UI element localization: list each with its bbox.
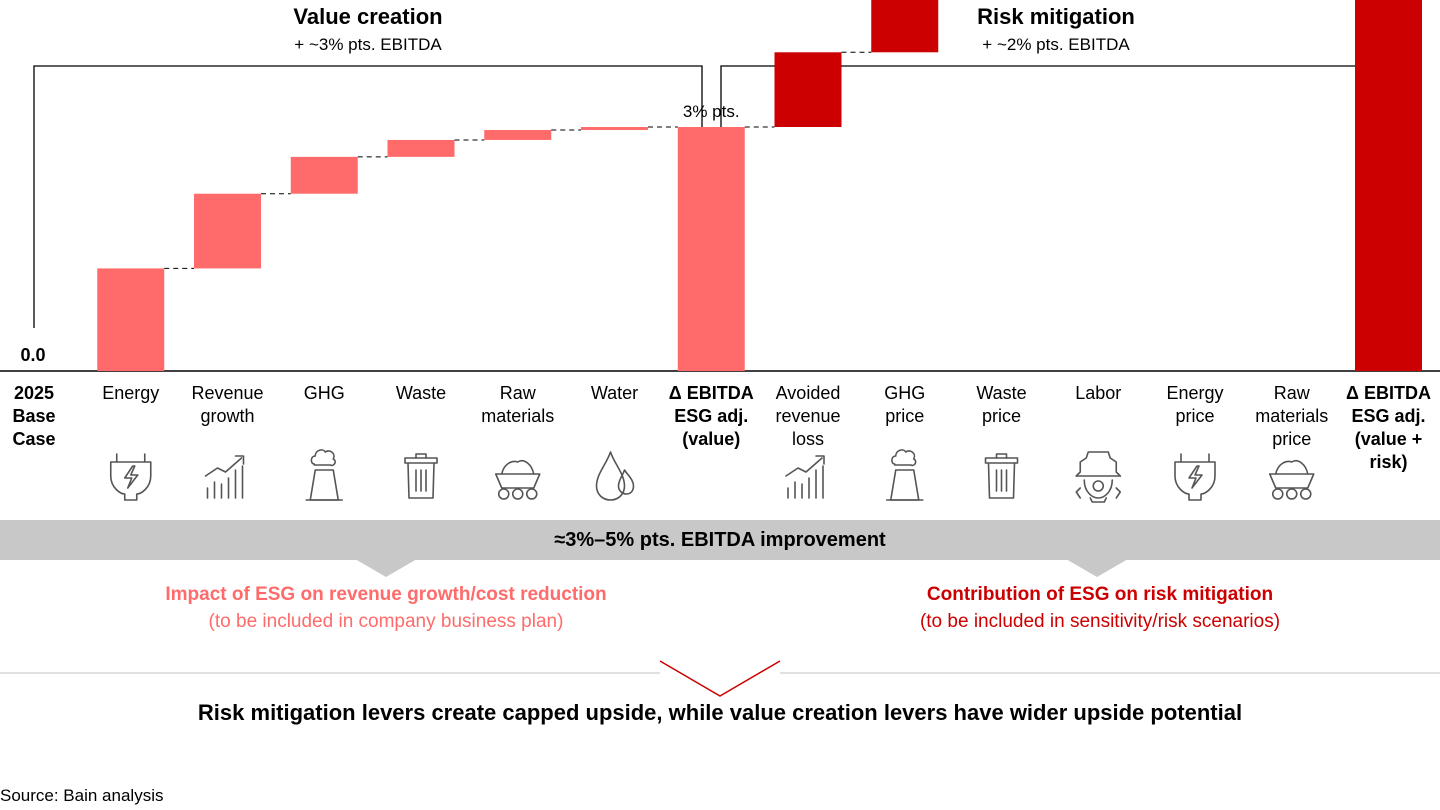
improvement-band-text: ≈3%–5% pts. EBITDA improvement: [554, 528, 886, 551]
category-label-ebitda-esg-adj-value: Δ EBITDA: [669, 383, 754, 403]
category-label-waste-price: price: [982, 406, 1021, 426]
band-pointer-risk: [1066, 559, 1128, 577]
category-label-ebitda-esg-adj-value-risk: Δ EBITDA: [1346, 383, 1431, 403]
category-label-raw-materials-price: materials: [1255, 406, 1328, 426]
factory-smoke-icon: [885, 449, 924, 501]
category-label-ebitda-esg-adj-value-risk: ESG adj.: [1351, 406, 1425, 426]
bar-revenue-growth: [194, 193, 261, 269]
category-label-ghg-price: GHG: [884, 383, 925, 403]
risk-note-title: Contribution of ESG on risk mitigation: [926, 584, 1274, 605]
category-label-energy-price: price: [1175, 406, 1214, 426]
bar-waste: [387, 139, 455, 157]
conclusion-text: Risk mitigation levers create capped ups…: [197, 700, 1243, 725]
growth-chart-icon: [785, 455, 825, 499]
bar-ebitda-esg-adj-value: [677, 126, 745, 371]
category-label-ghg-price: price: [885, 406, 924, 426]
category-label-avoided-revenue-loss: revenue: [775, 406, 840, 426]
source-note: Source: Bain analysis: [0, 786, 164, 805]
trash-bin-icon: [984, 453, 1019, 499]
risk-note: Contribution of ESG on risk mitigation (…: [820, 581, 1380, 635]
category-label-2025-base-case: 2025: [14, 383, 54, 403]
value-creation-subtitle: + ~3% pts. EBITDA: [294, 35, 442, 54]
mine-cart-icon: [494, 459, 541, 500]
category-label-ebitda-esg-adj-value: ESG adj.: [674, 406, 748, 426]
bar-water: [581, 126, 648, 130]
bar-ghg-price: [871, 0, 939, 53]
value-note-subtitle: (to be included in company business plan…: [208, 611, 564, 632]
category-label-2025-base-case: Case: [12, 429, 55, 449]
category-label-water: Water: [591, 383, 638, 403]
bar-raw-materials: [484, 129, 552, 140]
risk-mitigation-title: Risk mitigation: [977, 4, 1135, 29]
category-label-waste-price: Waste: [976, 383, 1026, 403]
category-label-waste: Waste: [396, 383, 446, 403]
category-label-revenue-growth: Revenue: [191, 383, 263, 403]
value-label-ebitda-esg-adj-value: 3% pts.: [683, 102, 740, 121]
mine-cart-icon: [1268, 459, 1315, 500]
worker-helmet-icon: [1075, 451, 1122, 503]
band-pointers: [355, 559, 1128, 577]
improvement-band: ≈3%–5% pts. EBITDA improvement: [0, 520, 1440, 560]
growth-chart-icon: [204, 455, 245, 499]
category-label-revenue-growth: growth: [200, 406, 254, 426]
category-label-raw-materials-price: price: [1272, 429, 1311, 449]
water-drop-icon: [595, 451, 635, 501]
band-pointer-value: [355, 559, 417, 577]
category-label-ebitda-esg-adj-value-risk: risk): [1369, 452, 1407, 472]
value-label-2025-base-case: 0.0: [20, 345, 45, 365]
category-label-labor: Labor: [1075, 383, 1121, 403]
trash-bin-icon: [404, 453, 438, 499]
value-creation-bracket: [33, 65, 703, 328]
bar-energy: [97, 268, 165, 371]
category-label-ghg: GHG: [304, 383, 345, 403]
category-label-avoided-revenue-loss: Avoided: [776, 383, 841, 403]
value-creation-title: Value creation: [293, 4, 442, 29]
category-label-raw-materials: Raw: [500, 383, 537, 403]
bar-ebitda-esg-adj-value-risk: [1355, 0, 1422, 371]
category-label-ebitda-esg-adj-value-risk: (value +: [1355, 429, 1423, 449]
factory-smoke-icon: [305, 449, 344, 501]
risk-note-subtitle: (to be included in sensitivity/risk scen…: [919, 611, 1281, 632]
bar-ghg: [290, 156, 358, 194]
bar-avoided-revenue-loss: [774, 52, 842, 127]
energy-plug-icon: [109, 453, 152, 501]
risk-mitigation-subtitle: + ~2% pts. EBITDA: [982, 35, 1130, 54]
category-label-raw-materials-price: Raw: [1274, 383, 1311, 403]
category-label-2025-base-case: Base: [12, 406, 55, 426]
conclusion-chevron: [659, 660, 781, 697]
value-note-title: Impact of ESG on revenue growth/cost red…: [165, 584, 607, 605]
category-label-raw-materials: materials: [481, 406, 554, 426]
category-label-energy: Energy: [102, 383, 159, 403]
category-label-energy-price: Energy: [1166, 383, 1223, 403]
category-label-ebitda-esg-adj-value: (value): [682, 429, 740, 449]
value-note: Impact of ESG on revenue growth/cost red…: [96, 581, 676, 635]
category-label-avoided-revenue-loss: loss: [792, 429, 824, 449]
energy-plug-icon: [1174, 453, 1216, 501]
